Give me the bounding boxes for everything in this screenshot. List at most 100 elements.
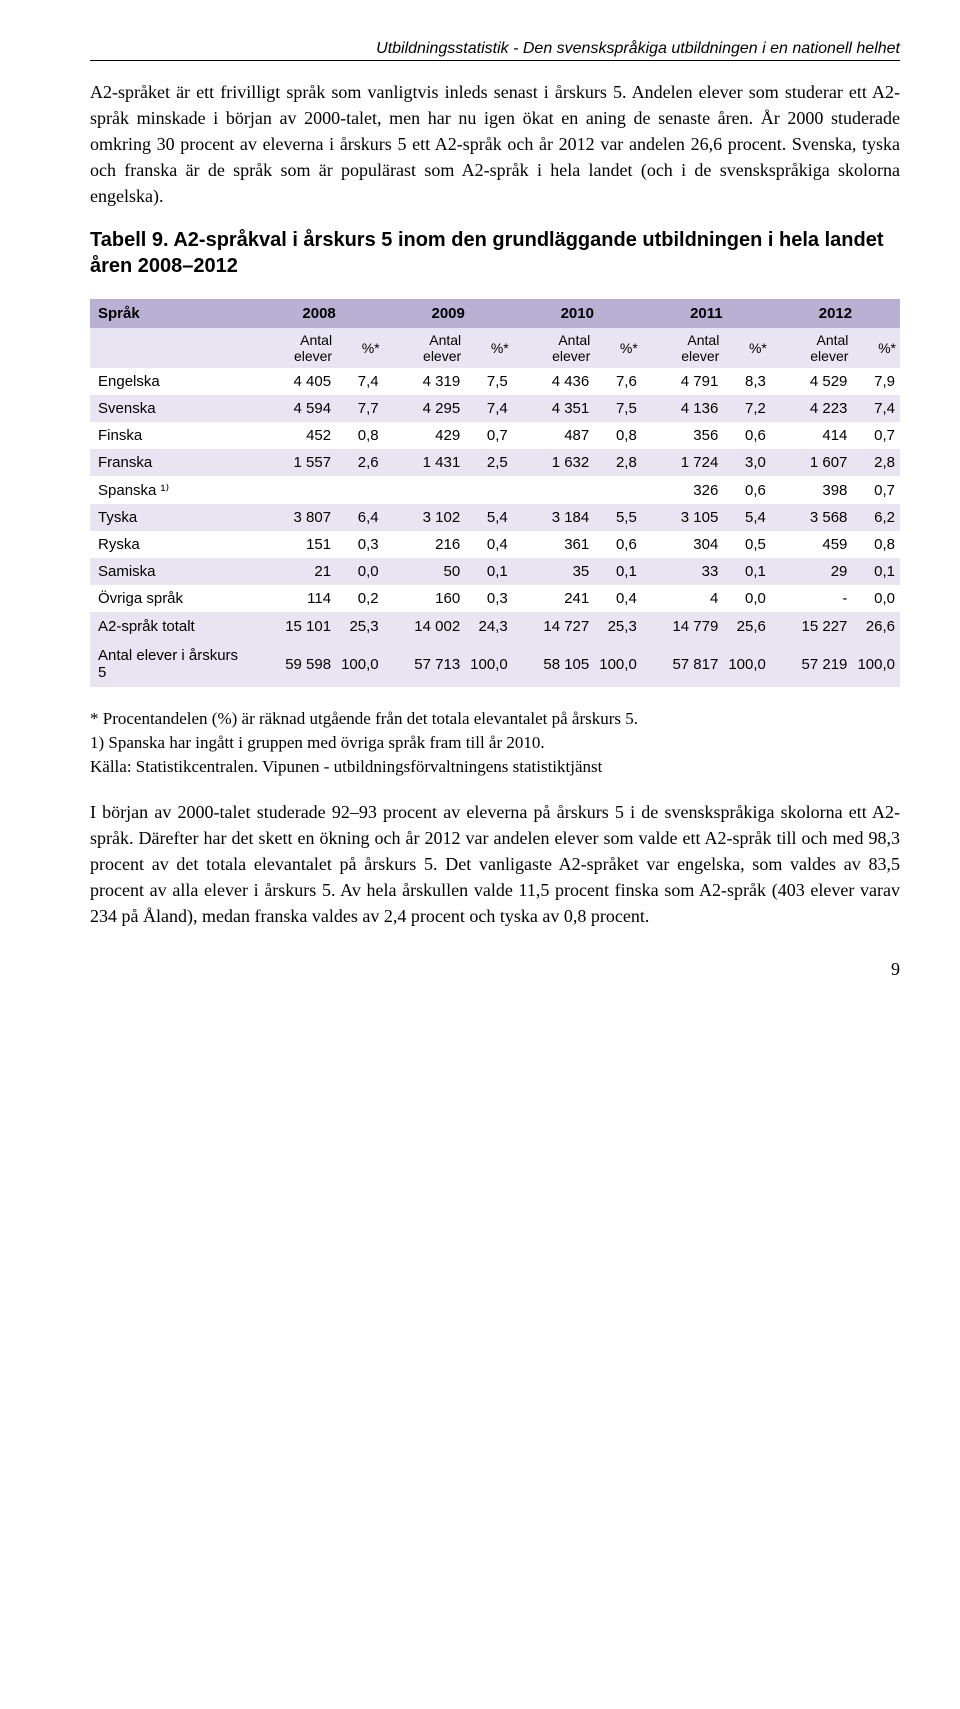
cell: 0,7 xyxy=(852,422,900,449)
cell: 2,6 xyxy=(336,449,384,476)
cell: 0,2 xyxy=(336,585,384,612)
cell: 14 779 xyxy=(642,612,724,641)
cell: 5,5 xyxy=(594,504,642,531)
cell: 1 607 xyxy=(771,449,853,476)
cell: 356 xyxy=(642,422,724,449)
row-label: Engelska xyxy=(90,368,255,395)
row-label: Franska xyxy=(90,449,255,476)
cell: 57 713 xyxy=(384,641,466,687)
cell: 58 105 xyxy=(513,641,595,687)
cell xyxy=(513,476,595,504)
cell: 1 724 xyxy=(642,449,724,476)
cell: 304 xyxy=(642,531,724,558)
cell: 3 184 xyxy=(513,504,595,531)
sub-antal: Antal elever xyxy=(642,328,724,368)
cell: 4 436 xyxy=(513,368,595,395)
cell: 57 219 xyxy=(771,641,853,687)
col-year-3: 2011 xyxy=(642,299,771,328)
cell: 0,1 xyxy=(465,558,513,585)
cell: 0,8 xyxy=(852,531,900,558)
table-row: Spanska ¹⁾3260,63980,7 xyxy=(90,476,900,504)
sub-pct: %* xyxy=(465,328,513,368)
cell: 100,0 xyxy=(465,641,513,687)
cell: 2,8 xyxy=(852,449,900,476)
table-header-row-sub: Antal elever %* Antal elever %* Antal el… xyxy=(90,328,900,368)
cell: 4 136 xyxy=(642,395,724,422)
sub-antal: Antal elever xyxy=(513,328,595,368)
cell: 0,3 xyxy=(465,585,513,612)
cell: 24,3 xyxy=(465,612,513,641)
cell: 398 xyxy=(771,476,853,504)
cell: 7,4 xyxy=(465,395,513,422)
cell: 429 xyxy=(384,422,466,449)
cell: 0,3 xyxy=(336,531,384,558)
cell: 14 727 xyxy=(513,612,595,641)
cell: 4 594 xyxy=(255,395,337,422)
col-year-2: 2010 xyxy=(513,299,642,328)
cell: 25,6 xyxy=(723,612,771,641)
table-row: Övriga språk1140,21600,32410,440,0-0,0 xyxy=(90,585,900,612)
cell: 3 105 xyxy=(642,504,724,531)
table-row: Svenska4 5947,74 2957,44 3517,54 1367,24… xyxy=(90,395,900,422)
table-row: Franska1 5572,61 4312,51 6322,81 7243,01… xyxy=(90,449,900,476)
cell: 0,4 xyxy=(465,531,513,558)
cell: 2,8 xyxy=(594,449,642,476)
page-number: 9 xyxy=(90,959,900,980)
table-row: Ryska1510,32160,43610,63040,54590,8 xyxy=(90,531,900,558)
cell: 35 xyxy=(513,558,595,585)
cell: 361 xyxy=(513,531,595,558)
cell: 26,6 xyxy=(852,612,900,641)
footnote-1: * Procentandelen (%) är räknad utgående … xyxy=(90,707,900,731)
table-row: Engelska4 4057,44 3197,54 4367,64 7918,3… xyxy=(90,368,900,395)
cell: 7,2 xyxy=(723,395,771,422)
cell: 100,0 xyxy=(723,641,771,687)
cell: 7,5 xyxy=(594,395,642,422)
row-label: Svenska xyxy=(90,395,255,422)
cell: 0,1 xyxy=(723,558,771,585)
cell xyxy=(594,476,642,504)
cell: 487 xyxy=(513,422,595,449)
cell: 0,8 xyxy=(594,422,642,449)
cell: 8,3 xyxy=(723,368,771,395)
cell: 241 xyxy=(513,585,595,612)
cell: 4 405 xyxy=(255,368,337,395)
sub-pct: %* xyxy=(336,328,384,368)
cell: 0,7 xyxy=(852,476,900,504)
sub-pct: %* xyxy=(723,328,771,368)
row-label: Spanska ¹⁾ xyxy=(90,476,255,504)
cell: 0,8 xyxy=(336,422,384,449)
cell: 4 351 xyxy=(513,395,595,422)
row-label: Samiska xyxy=(90,558,255,585)
cell: 7,4 xyxy=(852,395,900,422)
cell: 3,0 xyxy=(723,449,771,476)
cell: 0,1 xyxy=(594,558,642,585)
sub-antal: Antal elever xyxy=(255,328,337,368)
cell: 4 791 xyxy=(642,368,724,395)
page-header: Utbildningsstatistik - Den svenskspråkig… xyxy=(90,40,900,61)
cell: 29 xyxy=(771,558,853,585)
cell: 0,0 xyxy=(336,558,384,585)
cell: 100,0 xyxy=(852,641,900,687)
cell: 4 223 xyxy=(771,395,853,422)
cell: 160 xyxy=(384,585,466,612)
cell: 3 807 xyxy=(255,504,337,531)
row-label: Antal elever i årskurs 5 xyxy=(90,641,255,687)
sub-pct: %* xyxy=(594,328,642,368)
cell: 0,7 xyxy=(465,422,513,449)
cell: 0,6 xyxy=(723,422,771,449)
cell: 57 817 xyxy=(642,641,724,687)
cell xyxy=(384,476,466,504)
cell: 7,4 xyxy=(336,368,384,395)
footnote-2: 1) Spanska har ingått i gruppen med övri… xyxy=(90,731,900,755)
cell: 6,4 xyxy=(336,504,384,531)
cell: 1 431 xyxy=(384,449,466,476)
cell: 4 295 xyxy=(384,395,466,422)
cell: 0,6 xyxy=(723,476,771,504)
footnote-3: Källa: Statistikcentralen. Vipunen - utb… xyxy=(90,755,900,779)
table-row: Finska4520,84290,74870,83560,64140,7 xyxy=(90,422,900,449)
cell: 0,4 xyxy=(594,585,642,612)
table-row: A2-språk totalt15 10125,314 00224,314 72… xyxy=(90,612,900,641)
cell: 59 598 xyxy=(255,641,337,687)
cell xyxy=(336,476,384,504)
cell: 216 xyxy=(384,531,466,558)
